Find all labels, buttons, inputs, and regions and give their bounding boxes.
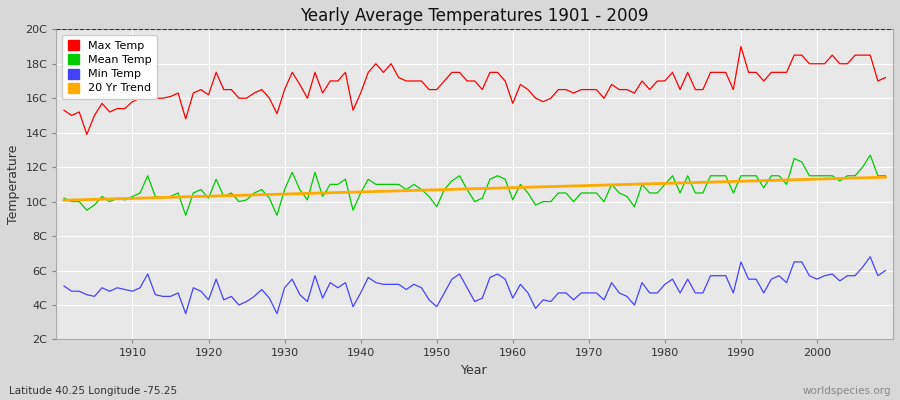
20 Yr Trend xyxy=(287,192,298,196)
Y-axis label: Temperature: Temperature xyxy=(7,145,20,224)
Min Temp xyxy=(294,292,305,297)
Mean Temp xyxy=(120,198,130,202)
Min Temp xyxy=(508,296,518,300)
Min Temp xyxy=(340,280,351,285)
20 Yr Trend xyxy=(598,183,609,188)
Line: 20 Yr Trend: 20 Yr Trend xyxy=(64,177,886,200)
20 Yr Trend xyxy=(508,185,518,190)
Mean Temp xyxy=(607,182,617,187)
Mean Temp xyxy=(880,173,891,178)
Max Temp xyxy=(515,82,526,87)
Mean Temp xyxy=(58,196,69,200)
Max Temp xyxy=(294,82,305,87)
20 Yr Trend xyxy=(500,186,510,190)
Max Temp xyxy=(508,101,518,106)
Min Temp xyxy=(880,268,891,273)
Max Temp xyxy=(81,132,92,137)
Mean Temp xyxy=(340,177,351,182)
Min Temp xyxy=(58,284,69,288)
Max Temp xyxy=(607,82,617,87)
20 Yr Trend xyxy=(120,196,130,201)
X-axis label: Year: Year xyxy=(462,364,488,377)
Min Temp xyxy=(515,282,526,287)
Title: Yearly Average Temperatures 1901 - 2009: Yearly Average Temperatures 1901 - 2009 xyxy=(301,7,649,25)
Min Temp xyxy=(865,254,876,259)
Max Temp xyxy=(880,75,891,80)
Mean Temp xyxy=(515,182,526,187)
Mean Temp xyxy=(180,213,191,218)
Mean Temp xyxy=(508,198,518,202)
Max Temp xyxy=(340,70,351,75)
Min Temp xyxy=(120,287,130,292)
Legend: Max Temp, Mean Temp, Min Temp, 20 Yr Trend: Max Temp, Mean Temp, Min Temp, 20 Yr Tre… xyxy=(62,35,157,99)
Line: Mean Temp: Mean Temp xyxy=(64,155,886,215)
20 Yr Trend xyxy=(58,198,69,203)
Max Temp xyxy=(735,44,746,49)
Mean Temp xyxy=(294,187,305,192)
20 Yr Trend xyxy=(332,190,343,195)
Max Temp xyxy=(58,108,69,113)
Line: Max Temp: Max Temp xyxy=(64,46,886,134)
Min Temp xyxy=(607,280,617,285)
Mean Temp xyxy=(865,153,876,158)
Text: Latitude 40.25 Longitude -75.25: Latitude 40.25 Longitude -75.25 xyxy=(9,386,177,396)
20 Yr Trend xyxy=(880,175,891,180)
Max Temp xyxy=(127,99,138,104)
Line: Min Temp: Min Temp xyxy=(64,257,886,314)
Text: worldspecies.org: worldspecies.org xyxy=(803,386,891,396)
Min Temp xyxy=(180,311,191,316)
